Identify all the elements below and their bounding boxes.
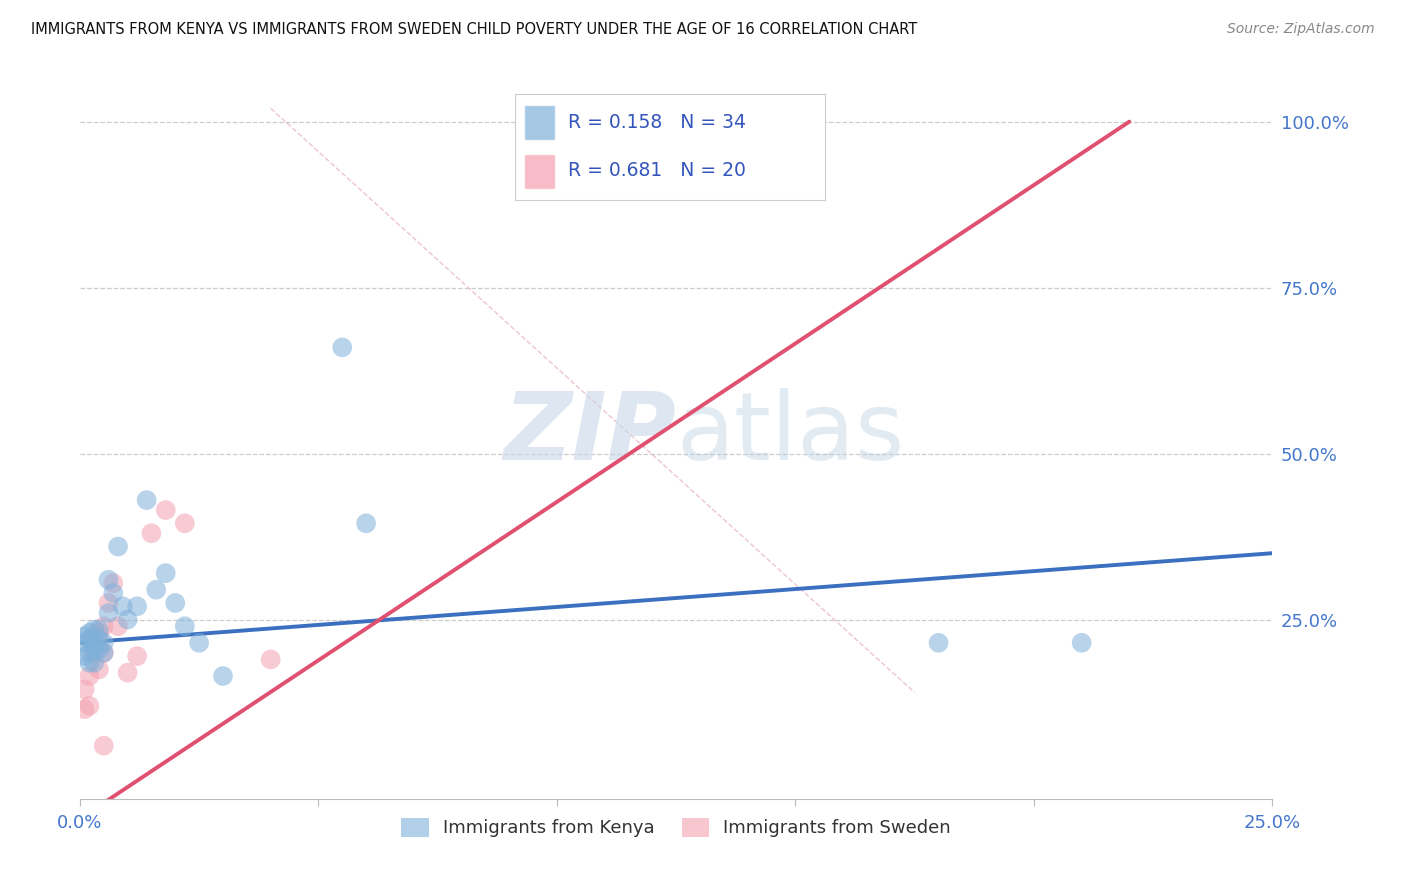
Point bbox=[73, 702, 96, 716]
Point bbox=[107, 540, 129, 554]
Point bbox=[79, 625, 101, 640]
Text: IMMIGRANTS FROM KENYA VS IMMIGRANTS FROM SWEDEN CHILD POVERTY UNDER THE AGE OF 1: IMMIGRANTS FROM KENYA VS IMMIGRANTS FROM… bbox=[31, 22, 917, 37]
Point bbox=[928, 636, 950, 650]
Point bbox=[127, 599, 149, 614]
Point bbox=[83, 629, 105, 643]
Point bbox=[354, 516, 377, 531]
Text: atlas: atlas bbox=[676, 388, 904, 480]
Point bbox=[93, 646, 115, 660]
Point bbox=[73, 649, 96, 664]
Point bbox=[73, 629, 96, 643]
Point bbox=[83, 636, 105, 650]
Point bbox=[1070, 636, 1092, 650]
Point bbox=[97, 596, 120, 610]
Legend: Immigrants from Kenya, Immigrants from Sweden: Immigrants from Kenya, Immigrants from S… bbox=[394, 811, 957, 845]
Point bbox=[117, 613, 139, 627]
Text: ZIP: ZIP bbox=[503, 388, 676, 480]
Point bbox=[83, 642, 105, 657]
Point bbox=[79, 646, 101, 660]
Point bbox=[145, 582, 167, 597]
Point bbox=[87, 632, 110, 647]
Point bbox=[173, 619, 195, 633]
Point bbox=[93, 739, 115, 753]
Point bbox=[87, 623, 110, 637]
Point bbox=[155, 503, 177, 517]
Point bbox=[135, 493, 157, 508]
Point bbox=[103, 586, 125, 600]
Point bbox=[93, 619, 115, 633]
Point bbox=[87, 662, 110, 676]
Point bbox=[79, 698, 101, 713]
Point bbox=[87, 642, 110, 657]
Point bbox=[212, 669, 235, 683]
Point bbox=[141, 526, 163, 541]
Point bbox=[165, 596, 187, 610]
Point bbox=[107, 619, 129, 633]
Point bbox=[188, 636, 211, 650]
Point bbox=[173, 516, 195, 531]
Point bbox=[73, 636, 96, 650]
Text: Source: ZipAtlas.com: Source: ZipAtlas.com bbox=[1227, 22, 1375, 37]
Point bbox=[87, 625, 110, 640]
Point bbox=[83, 623, 105, 637]
Point bbox=[117, 665, 139, 680]
Point bbox=[127, 649, 149, 664]
Point bbox=[260, 652, 283, 666]
Point bbox=[330, 340, 353, 354]
Point bbox=[83, 646, 105, 660]
Point bbox=[155, 566, 177, 580]
Point bbox=[83, 656, 105, 670]
Point bbox=[97, 606, 120, 620]
Point bbox=[93, 646, 115, 660]
Point bbox=[97, 573, 120, 587]
Point bbox=[79, 656, 101, 670]
Point bbox=[111, 599, 134, 614]
Point bbox=[79, 669, 101, 683]
Point bbox=[103, 576, 125, 591]
Point bbox=[73, 682, 96, 697]
Point bbox=[93, 636, 115, 650]
Point bbox=[79, 632, 101, 647]
